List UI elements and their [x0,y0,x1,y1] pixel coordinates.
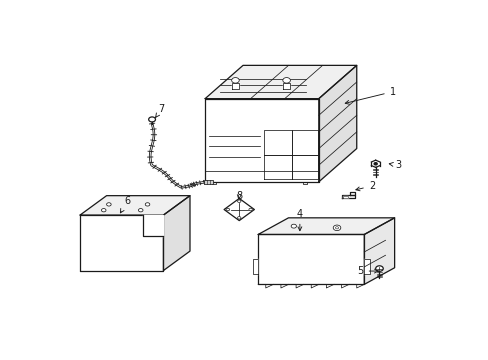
Text: 7: 7 [155,104,164,117]
Polygon shape [163,195,189,270]
Circle shape [248,208,252,211]
Polygon shape [224,198,254,221]
Circle shape [335,227,338,229]
Polygon shape [258,218,394,234]
Circle shape [145,203,149,206]
Circle shape [290,224,296,228]
Text: 8: 8 [236,191,242,201]
Polygon shape [371,160,379,167]
Circle shape [138,208,142,212]
Text: 5: 5 [357,266,378,276]
Circle shape [237,217,241,219]
Polygon shape [252,260,258,274]
Polygon shape [364,260,369,274]
Circle shape [231,77,239,83]
Polygon shape [341,195,354,198]
Circle shape [375,266,383,271]
Circle shape [282,77,290,83]
Text: 2: 2 [355,181,374,191]
Circle shape [106,203,111,206]
Circle shape [237,200,241,202]
Polygon shape [318,66,356,182]
Polygon shape [258,234,364,284]
Polygon shape [349,192,354,195]
Circle shape [373,163,376,165]
Polygon shape [342,196,347,198]
Polygon shape [364,218,394,284]
Polygon shape [80,195,189,215]
Polygon shape [142,215,163,236]
Circle shape [332,225,340,231]
Circle shape [101,208,106,212]
Circle shape [148,117,155,122]
Polygon shape [205,66,356,99]
Polygon shape [283,82,289,89]
Text: 1: 1 [345,87,395,104]
FancyBboxPatch shape [203,180,213,184]
Polygon shape [80,215,163,270]
Polygon shape [205,99,318,182]
Text: 4: 4 [296,209,303,231]
Text: 3: 3 [388,160,401,170]
Polygon shape [232,82,238,89]
Text: 6: 6 [120,196,130,213]
Circle shape [226,208,229,211]
